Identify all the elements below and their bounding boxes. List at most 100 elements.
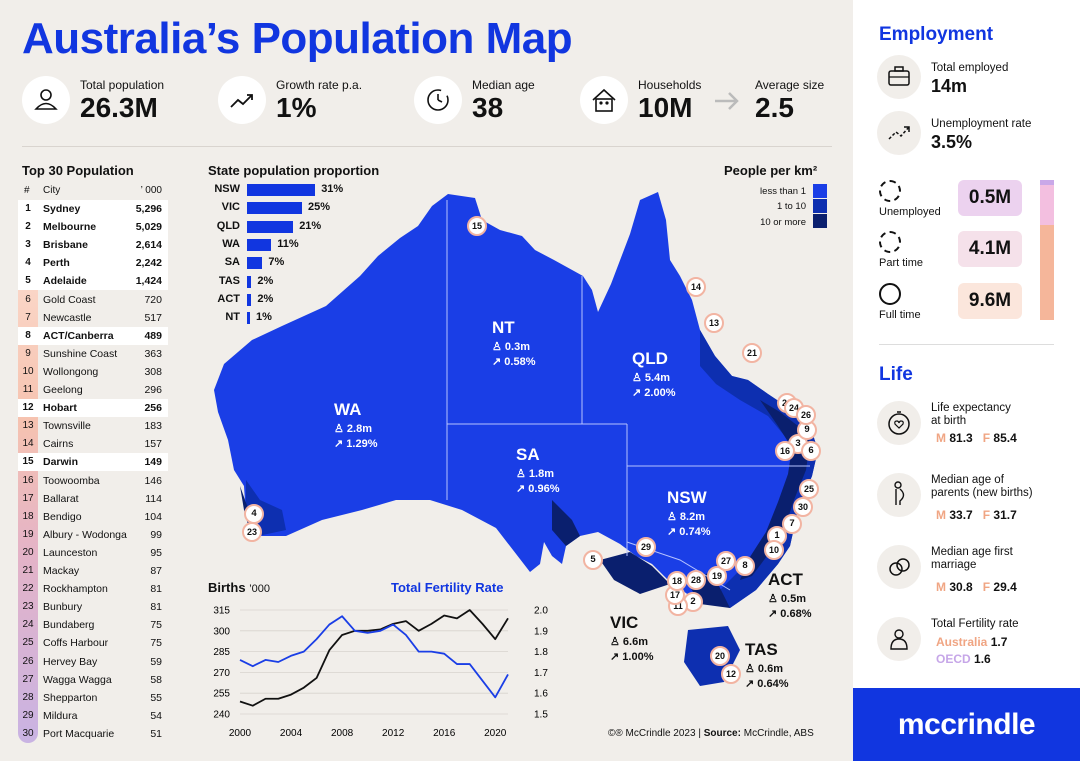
trend-mini-icon: ↗	[492, 356, 505, 368]
table-row: 27 Wagga Wagga 58	[18, 671, 168, 689]
city-name: Newcastle	[43, 311, 92, 324]
city-name: Albury - Wodonga	[43, 528, 127, 541]
births-chart-title: Births ’000	[208, 580, 270, 595]
mccrindle-logo[interactable]: mccrindle	[853, 688, 1080, 761]
table-row: 5 Adelaide 1,424	[18, 272, 168, 291]
employment-title: Employment	[879, 24, 994, 45]
density-legend-title: People per km²	[724, 163, 818, 178]
city-pin-29: 29	[636, 537, 656, 557]
state-bar	[247, 312, 250, 325]
heart-clock-icon	[877, 401, 921, 445]
table-row: 7 Newcastle 517	[18, 309, 168, 327]
city-population: 157	[144, 438, 162, 451]
rank-number: 5	[25, 275, 31, 287]
y-right-tick-label: 2.0	[534, 606, 548, 617]
solid-circle-icon	[879, 283, 901, 305]
city-name: Sunshine Coast	[43, 347, 118, 360]
city-population: 51	[150, 727, 162, 740]
city-pin-13: 13	[704, 313, 724, 333]
state-bar	[247, 202, 302, 215]
y-right-tick-label: 1.8	[534, 647, 548, 658]
table-row: 22 Rockhampton 81	[18, 580, 168, 598]
city-name: Perth	[43, 257, 70, 270]
state-bar-label: SA	[224, 256, 240, 269]
city-population: 114	[145, 492, 162, 505]
table-row: 20 Launceston 95	[18, 544, 168, 562]
city-pin-10: 10	[764, 540, 784, 560]
city-pin-5: 5	[583, 550, 603, 570]
city-population: 81	[150, 583, 162, 596]
page-title: Australia’s Population Map	[22, 14, 573, 63]
city-name: Hobart	[43, 402, 77, 415]
state-bar	[247, 184, 316, 196]
city-name: Toowoomba	[43, 474, 100, 487]
city-name: Hervey Bay	[43, 655, 98, 668]
city-population: 95	[150, 546, 162, 559]
table-row: 16 Toowoomba 146	[18, 472, 168, 490]
person-mini-icon: ♙	[745, 663, 758, 675]
city-population: 104	[144, 510, 162, 523]
total-employed-label: Total employed	[931, 62, 1009, 74]
person-mini-icon: ♙	[516, 468, 529, 480]
city-population: 55	[150, 691, 162, 704]
fertility-chart-title: Total Fertility Rate	[391, 580, 504, 595]
rank-number: 12	[22, 402, 34, 414]
state-bar-value: 11%	[277, 237, 299, 250]
rank-number: 18	[22, 510, 34, 522]
city-population: 99	[150, 528, 162, 541]
state-bar-value: 31%	[321, 183, 344, 195]
rank-number: 21	[22, 565, 34, 576]
dashed-circle-icon	[879, 231, 901, 253]
full-time-value: 9.6M	[958, 283, 1022, 319]
x-tick-label: 2004	[280, 728, 303, 739]
legend-label-high: 10 or more	[760, 217, 806, 228]
state-bar-label: ACT	[217, 292, 240, 305]
person-mini-icon: ♙	[492, 341, 505, 353]
state-bar-value: 2%	[257, 292, 274, 305]
city-name: Adelaide	[43, 275, 87, 288]
map-label-vic: VIC ♙ 6.6m ↗ 1.00%	[610, 613, 654, 663]
city-population: 183	[144, 420, 162, 433]
city-population: 2,242	[135, 257, 162, 270]
unemployment-rate-value: 3.5%	[931, 132, 973, 152]
city-population: 58	[150, 673, 162, 686]
person-mini-icon: ♙	[667, 511, 680, 523]
map-label-nt: NT ♙ 0.3m ↗ 0.58%	[492, 318, 536, 368]
legend-swatch-low	[813, 184, 827, 198]
table-row: 24 Bundaberg 75	[18, 616, 168, 634]
trend-mini-icon: ↗	[334, 438, 347, 450]
city-name: Brisbane	[43, 239, 88, 252]
rank-number: 10	[22, 365, 34, 377]
table-row: 19 Albury - Wodonga 99	[18, 526, 168, 544]
table-row: 8 ACT/Canberra 489	[18, 326, 168, 345]
city-pin-28: 28	[686, 570, 706, 590]
rank-number: 7	[25, 311, 31, 323]
table-row: 15 Darwin 149	[18, 453, 168, 472]
city-pin-16: 16	[775, 441, 795, 461]
map-label-nsw: NSW ♙ 8.2m ↗ 0.74%	[667, 488, 711, 538]
y-left-tick-label: 240	[213, 710, 230, 721]
top30-col-pop: ’ 000	[140, 185, 162, 196]
mainland-shape	[214, 192, 818, 608]
table-row: 2 Melbourne 5,029	[18, 218, 168, 237]
state-bar-label: NSW	[214, 183, 240, 195]
trend-mini-icon: ↗	[745, 678, 758, 690]
dashed-circle-icon	[879, 180, 901, 202]
rank-number: 22	[22, 583, 34, 595]
rank-number: 1	[25, 203, 31, 214]
city-name: Mackay	[43, 565, 80, 577]
rank-number: 30	[22, 727, 34, 739]
rank-number: 20	[22, 546, 34, 558]
rank-number: 26	[22, 655, 34, 667]
table-row: 26 Hervey Bay 59	[18, 653, 168, 671]
state-bar-value: 21%	[299, 219, 322, 232]
table-row: 17 Ballarat 114	[18, 490, 168, 508]
city-population: 75	[150, 637, 162, 650]
map-label-wa: WA ♙ 2.8m ↗ 1.29%	[334, 400, 378, 450]
top30-col-rank: #	[24, 185, 30, 196]
rings-icon	[877, 545, 921, 589]
baby-icon	[877, 617, 921, 661]
state-bar-label: TAS	[218, 274, 240, 287]
state-bar-label: WA	[222, 237, 240, 250]
trend-mini-icon: ↗	[768, 608, 781, 620]
